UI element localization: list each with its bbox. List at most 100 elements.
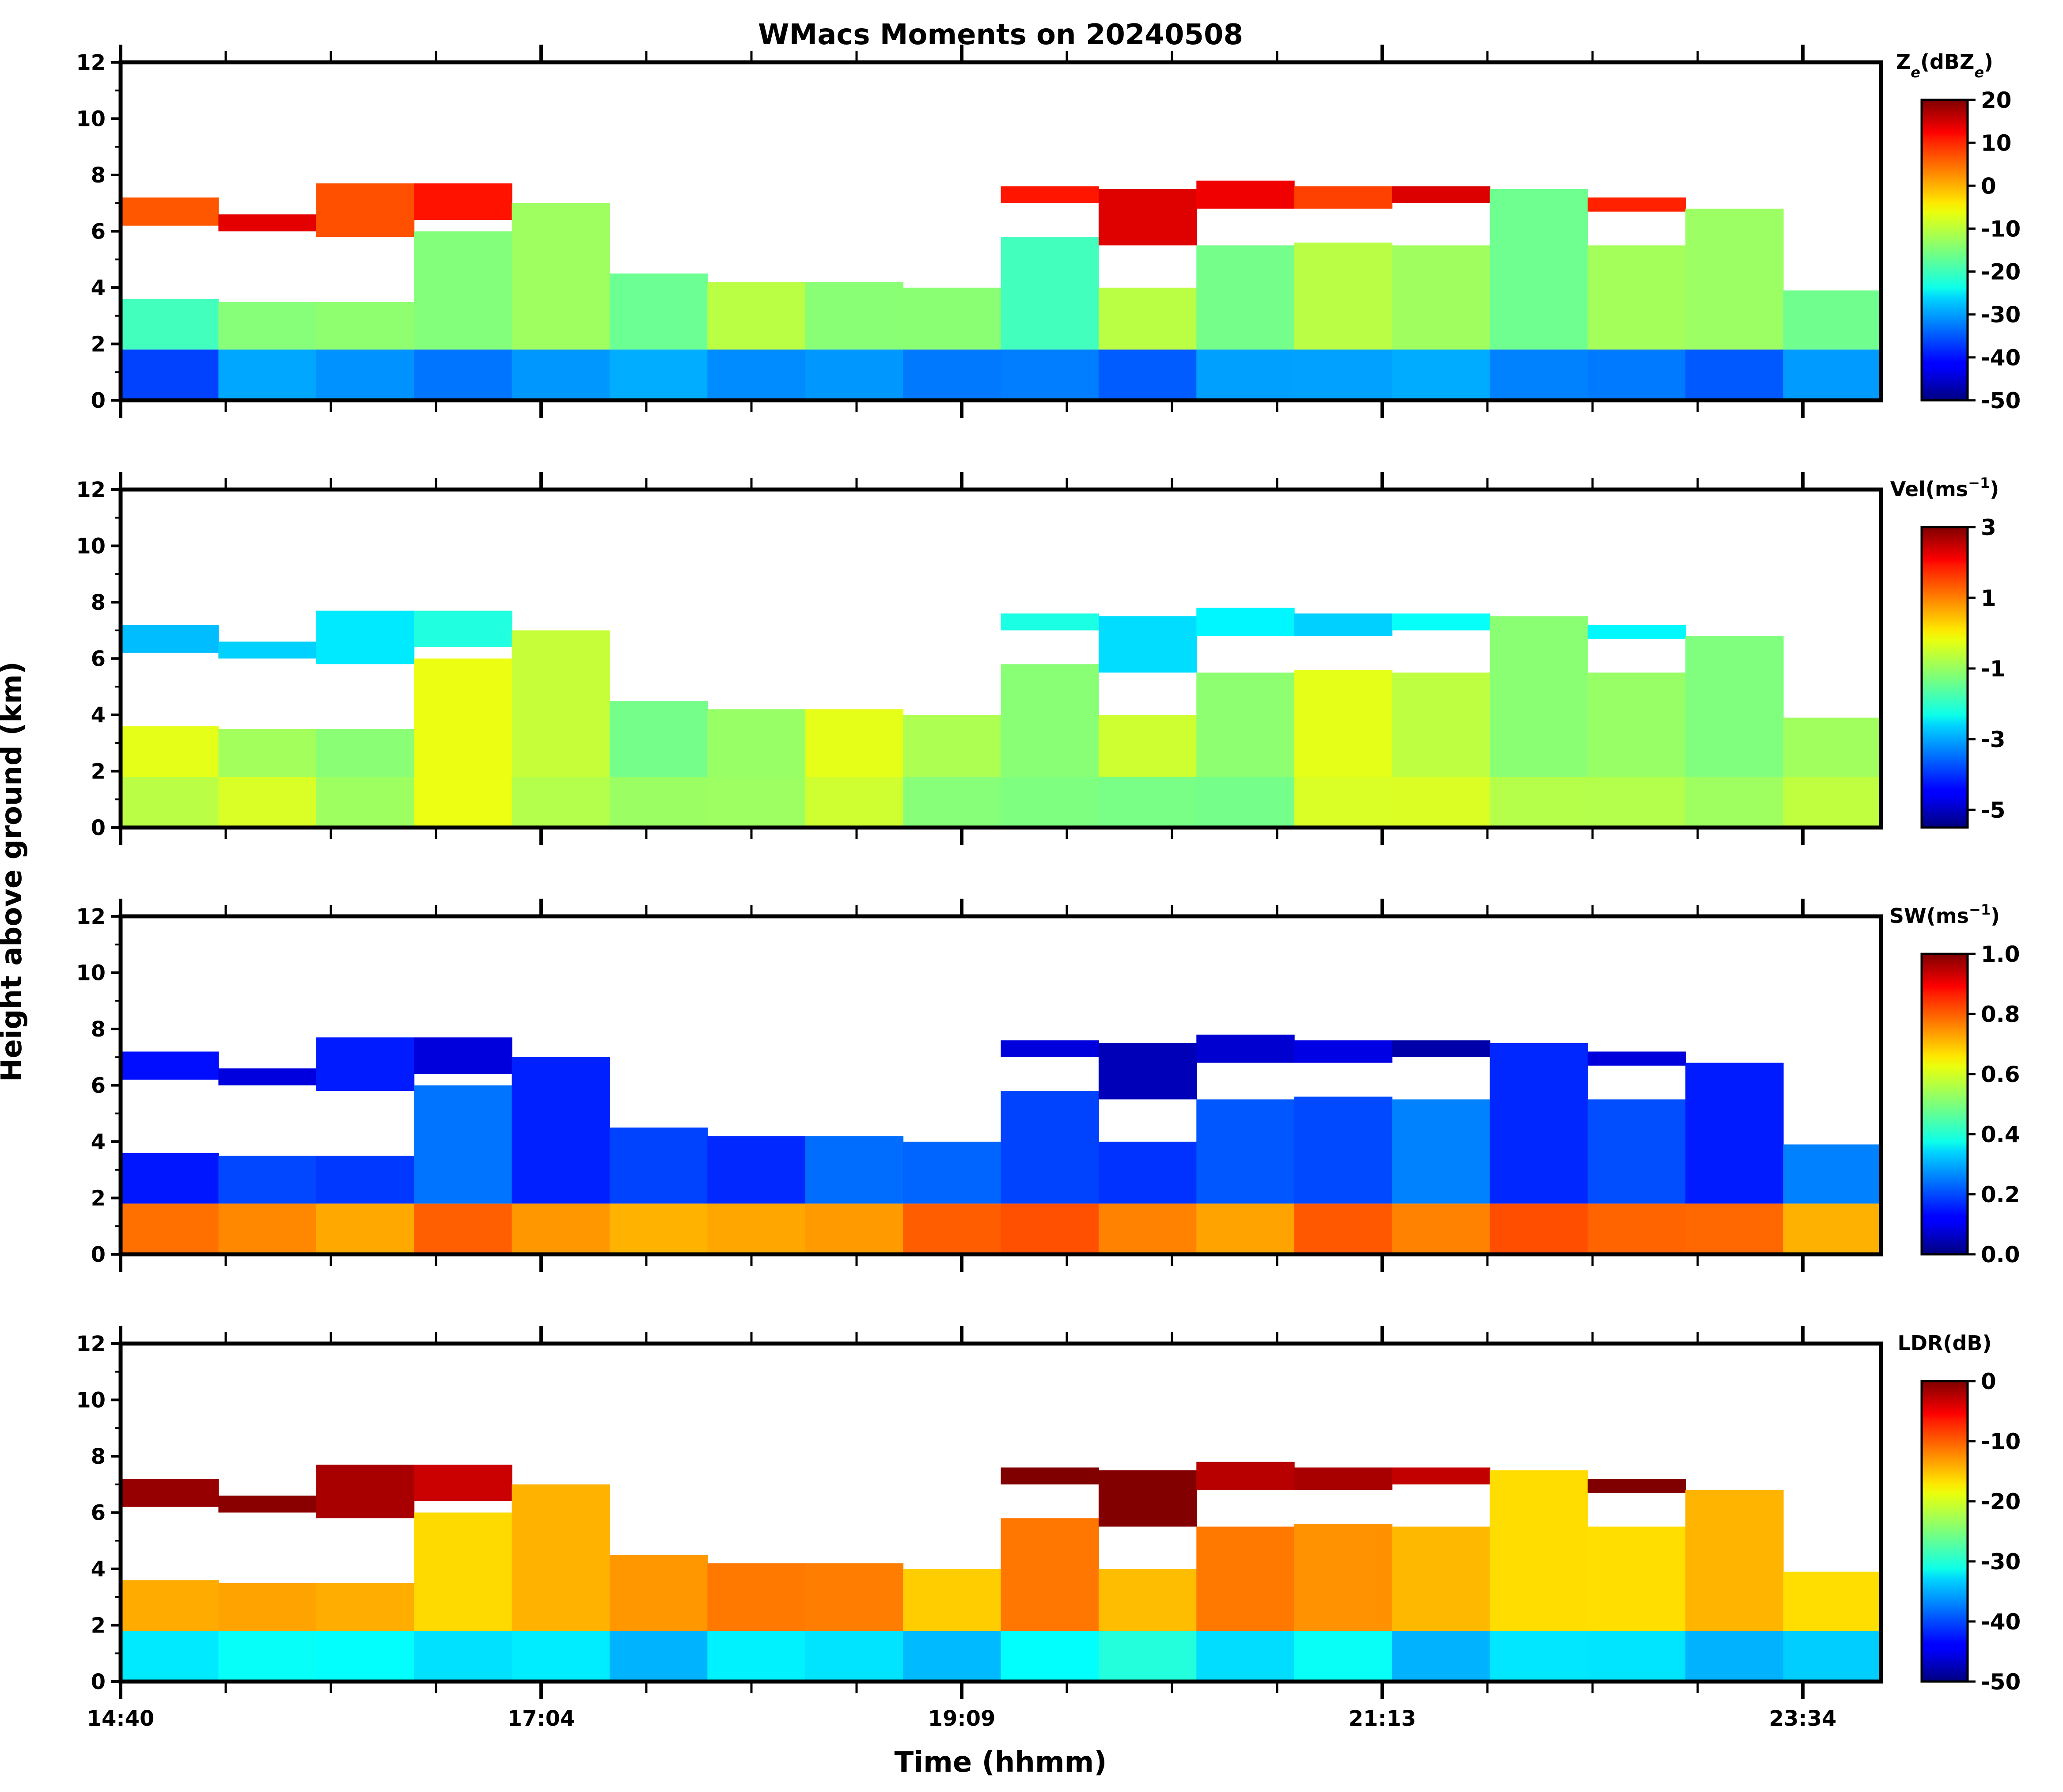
cell-low [1490,1631,1588,1682]
colorbar-tick-label: 3 [1981,515,1996,540]
cell-mid [707,709,806,777]
cell-mid [903,1569,1001,1631]
cell-low [1685,349,1784,400]
figure-title: WMacs Moments on 20240508 [758,19,1243,51]
cell-upper [121,1052,219,1080]
cell-low [1294,777,1393,828]
cell-low [512,1204,610,1254]
cell-mid [512,203,610,350]
colorbar-ldr: 0 -10 -20 -30 -40 -50 LDR(dB) [1898,1331,2021,1695]
cell-upper [1392,1040,1490,1057]
y-tick-label: 4 [91,1557,106,1582]
cell-mid [903,1142,1001,1204]
cell-mid [121,299,219,350]
cell-mid [609,273,708,350]
colorbar-tick-label: 0.4 [1981,1122,2020,1147]
cell-mid [609,1555,708,1631]
cell-low [903,1204,1001,1254]
cell-mid [414,1085,512,1204]
cell-low [1685,777,1784,828]
cell-low [512,349,610,400]
colorbar-tick-label: 0 [1981,173,1996,199]
cell-low [805,1631,904,1682]
cell-upper [1196,607,1295,636]
y-tick-label: 8 [91,163,106,188]
y-tick-label: 12 [76,50,106,75]
cell-upper [1294,613,1393,636]
cell-mid [1783,1572,1881,1631]
cell-upper [1392,1467,1490,1484]
panel-velocity-image [121,607,1881,828]
cell-mid [1685,209,1784,350]
cell-low [609,349,708,400]
cell-low [512,777,610,828]
cell-upper [316,183,415,237]
y-tick-label: 0 [91,1242,106,1267]
cell-low [512,1631,610,1682]
colorbar-tick-label: -1 [1981,656,2006,682]
cell-low [1587,1631,1686,1682]
cell-mid [1196,1099,1295,1204]
colorbar-reflectivity: 20 10 0 -10 -20 -30 -40 -50 Ze(dBZe) [1896,50,2021,414]
colorbar-tick-label: -50 [1981,1669,2021,1695]
cell-mid [1490,616,1588,777]
panels-group: 02468101220100-10-20-30-40-50Ze(dBZe)024… [76,45,2021,1731]
cell-low [805,349,904,400]
cell-low [1001,1631,1099,1682]
cell-low [1587,349,1686,400]
cell-mid [1392,1099,1490,1204]
cell-mid [218,729,317,777]
cell-upper [1196,1034,1295,1063]
cell-mid [609,701,708,777]
cell-upper [316,1465,415,1519]
cell-mid [1392,1526,1490,1631]
cell-low [1392,1631,1490,1682]
cell-upper [1294,1467,1393,1490]
cell-upper [1098,1043,1197,1100]
cell-low [1587,777,1686,828]
cell-upper [1098,1470,1197,1527]
y-tick-label: 10 [76,107,106,132]
cell-low [218,1631,317,1682]
cell-mid [1196,672,1295,777]
cell-low [1392,349,1490,400]
cell-low [707,777,806,828]
colorbar-tick-label: 1.0 [1981,942,2020,967]
cell-upper [414,1037,512,1074]
cell-low [1294,349,1393,400]
cell-mid [1587,245,1686,350]
cell-upper [1294,186,1393,209]
y-tick-label: 2 [91,1614,106,1638]
cell-mid [707,1136,806,1204]
colorbar-tick-label: 0.2 [1981,1182,2020,1207]
cell-upper [1098,189,1197,246]
cell-mid [512,1484,610,1631]
cell-low [414,777,512,828]
cell-mid [1587,1526,1686,1631]
panel-reflectivity-image [121,180,1881,400]
colorbar-tick-label: -20 [1981,259,2021,285]
cell-low [1196,1204,1295,1254]
colorbar-tick-label: 0.6 [1981,1062,2020,1087]
x-tick-label: 21:13 [1349,1706,1416,1731]
colorbar-tick-label: 10 [1981,130,2012,156]
cell-low [316,349,415,400]
y-tick-label: 10 [76,534,106,559]
cell-mid [1490,1043,1588,1204]
cell-upper [1001,1467,1099,1484]
cell-mid [609,1128,708,1204]
y-tick-label: 10 [76,961,106,986]
cell-low [1783,1204,1881,1254]
colorbar-velocity: 3 1 -1 -3 -5 Vel(ms−1) [1890,475,2006,829]
cell-low [903,1631,1001,1682]
cell-upper [1587,625,1686,639]
cell-mid [414,231,512,350]
colorbar-tick-label: 0.8 [1981,1002,2020,1027]
cell-upper [1196,1462,1295,1490]
cell-mid [1392,672,1490,777]
cell-low [1783,349,1881,400]
cell-mid [1490,1470,1588,1631]
cell-low [1294,1204,1393,1254]
cell-upper [316,611,415,664]
cell-mid [903,715,1001,777]
